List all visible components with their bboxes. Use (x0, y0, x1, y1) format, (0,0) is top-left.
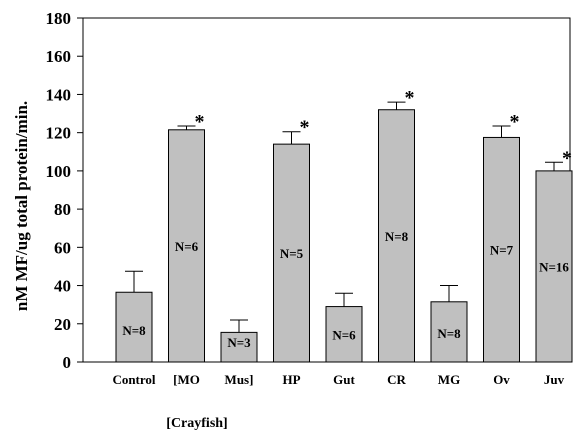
n-label: N=8 (385, 229, 409, 244)
n-label: N=5 (280, 246, 304, 261)
x-category-label: Ov (493, 372, 510, 387)
bar (430, 301, 468, 363)
bars (115, 101, 573, 363)
x-category-label: MG (438, 372, 460, 387)
y-tick-label: 20 (54, 315, 71, 334)
bar (535, 170, 573, 363)
x-category-label: Mus] (225, 372, 254, 387)
labels: Control N=8 [MO N=6 * Mus] N=3 HP N=5 * Gut N=6 CR N=… (112, 87, 572, 387)
n-label: N=16 (539, 259, 569, 274)
y-tick-label: 120 (46, 124, 72, 143)
y-tick-label: 100 (46, 162, 72, 181)
y-tick-label: 40 (54, 277, 71, 296)
bar (378, 109, 415, 363)
y-tick-label: 0 (63, 353, 72, 372)
significance-marker: * (195, 111, 205, 133)
bar (220, 331, 258, 363)
n-label: N=7 (490, 243, 514, 258)
x-category-label: Juv (544, 372, 565, 387)
x-category-label: Gut (333, 372, 355, 387)
group-label: [Crayfish] (166, 416, 227, 431)
y-tick-label: 160 (46, 47, 72, 66)
n-label: N=6 (175, 239, 199, 254)
n-label: N=3 (227, 335, 251, 350)
significance-marker: * (562, 147, 572, 169)
bar (273, 143, 310, 363)
significance-marker: * (405, 87, 415, 109)
y-tick-label: 80 (54, 200, 71, 219)
x-category-label: HP (282, 372, 300, 387)
y-axis-label: nM MF/ug total protein/min. (12, 101, 31, 311)
y-tick-label: 180 (46, 9, 72, 28)
bar (483, 136, 520, 363)
significance-marker: * (510, 111, 520, 133)
x-category-label: CR (387, 372, 406, 387)
n-label: N=6 (332, 327, 356, 342)
significance-marker: * (300, 117, 310, 139)
bar (325, 306, 363, 363)
x-category-label: Control (112, 372, 155, 387)
y-tick-label: 140 (46, 85, 72, 104)
x-category-label: [MO (173, 372, 200, 387)
y-tick-label: 60 (54, 238, 71, 257)
n-label: N=8 (122, 323, 146, 338)
n-label: N=8 (437, 326, 461, 341)
bar (168, 129, 205, 363)
